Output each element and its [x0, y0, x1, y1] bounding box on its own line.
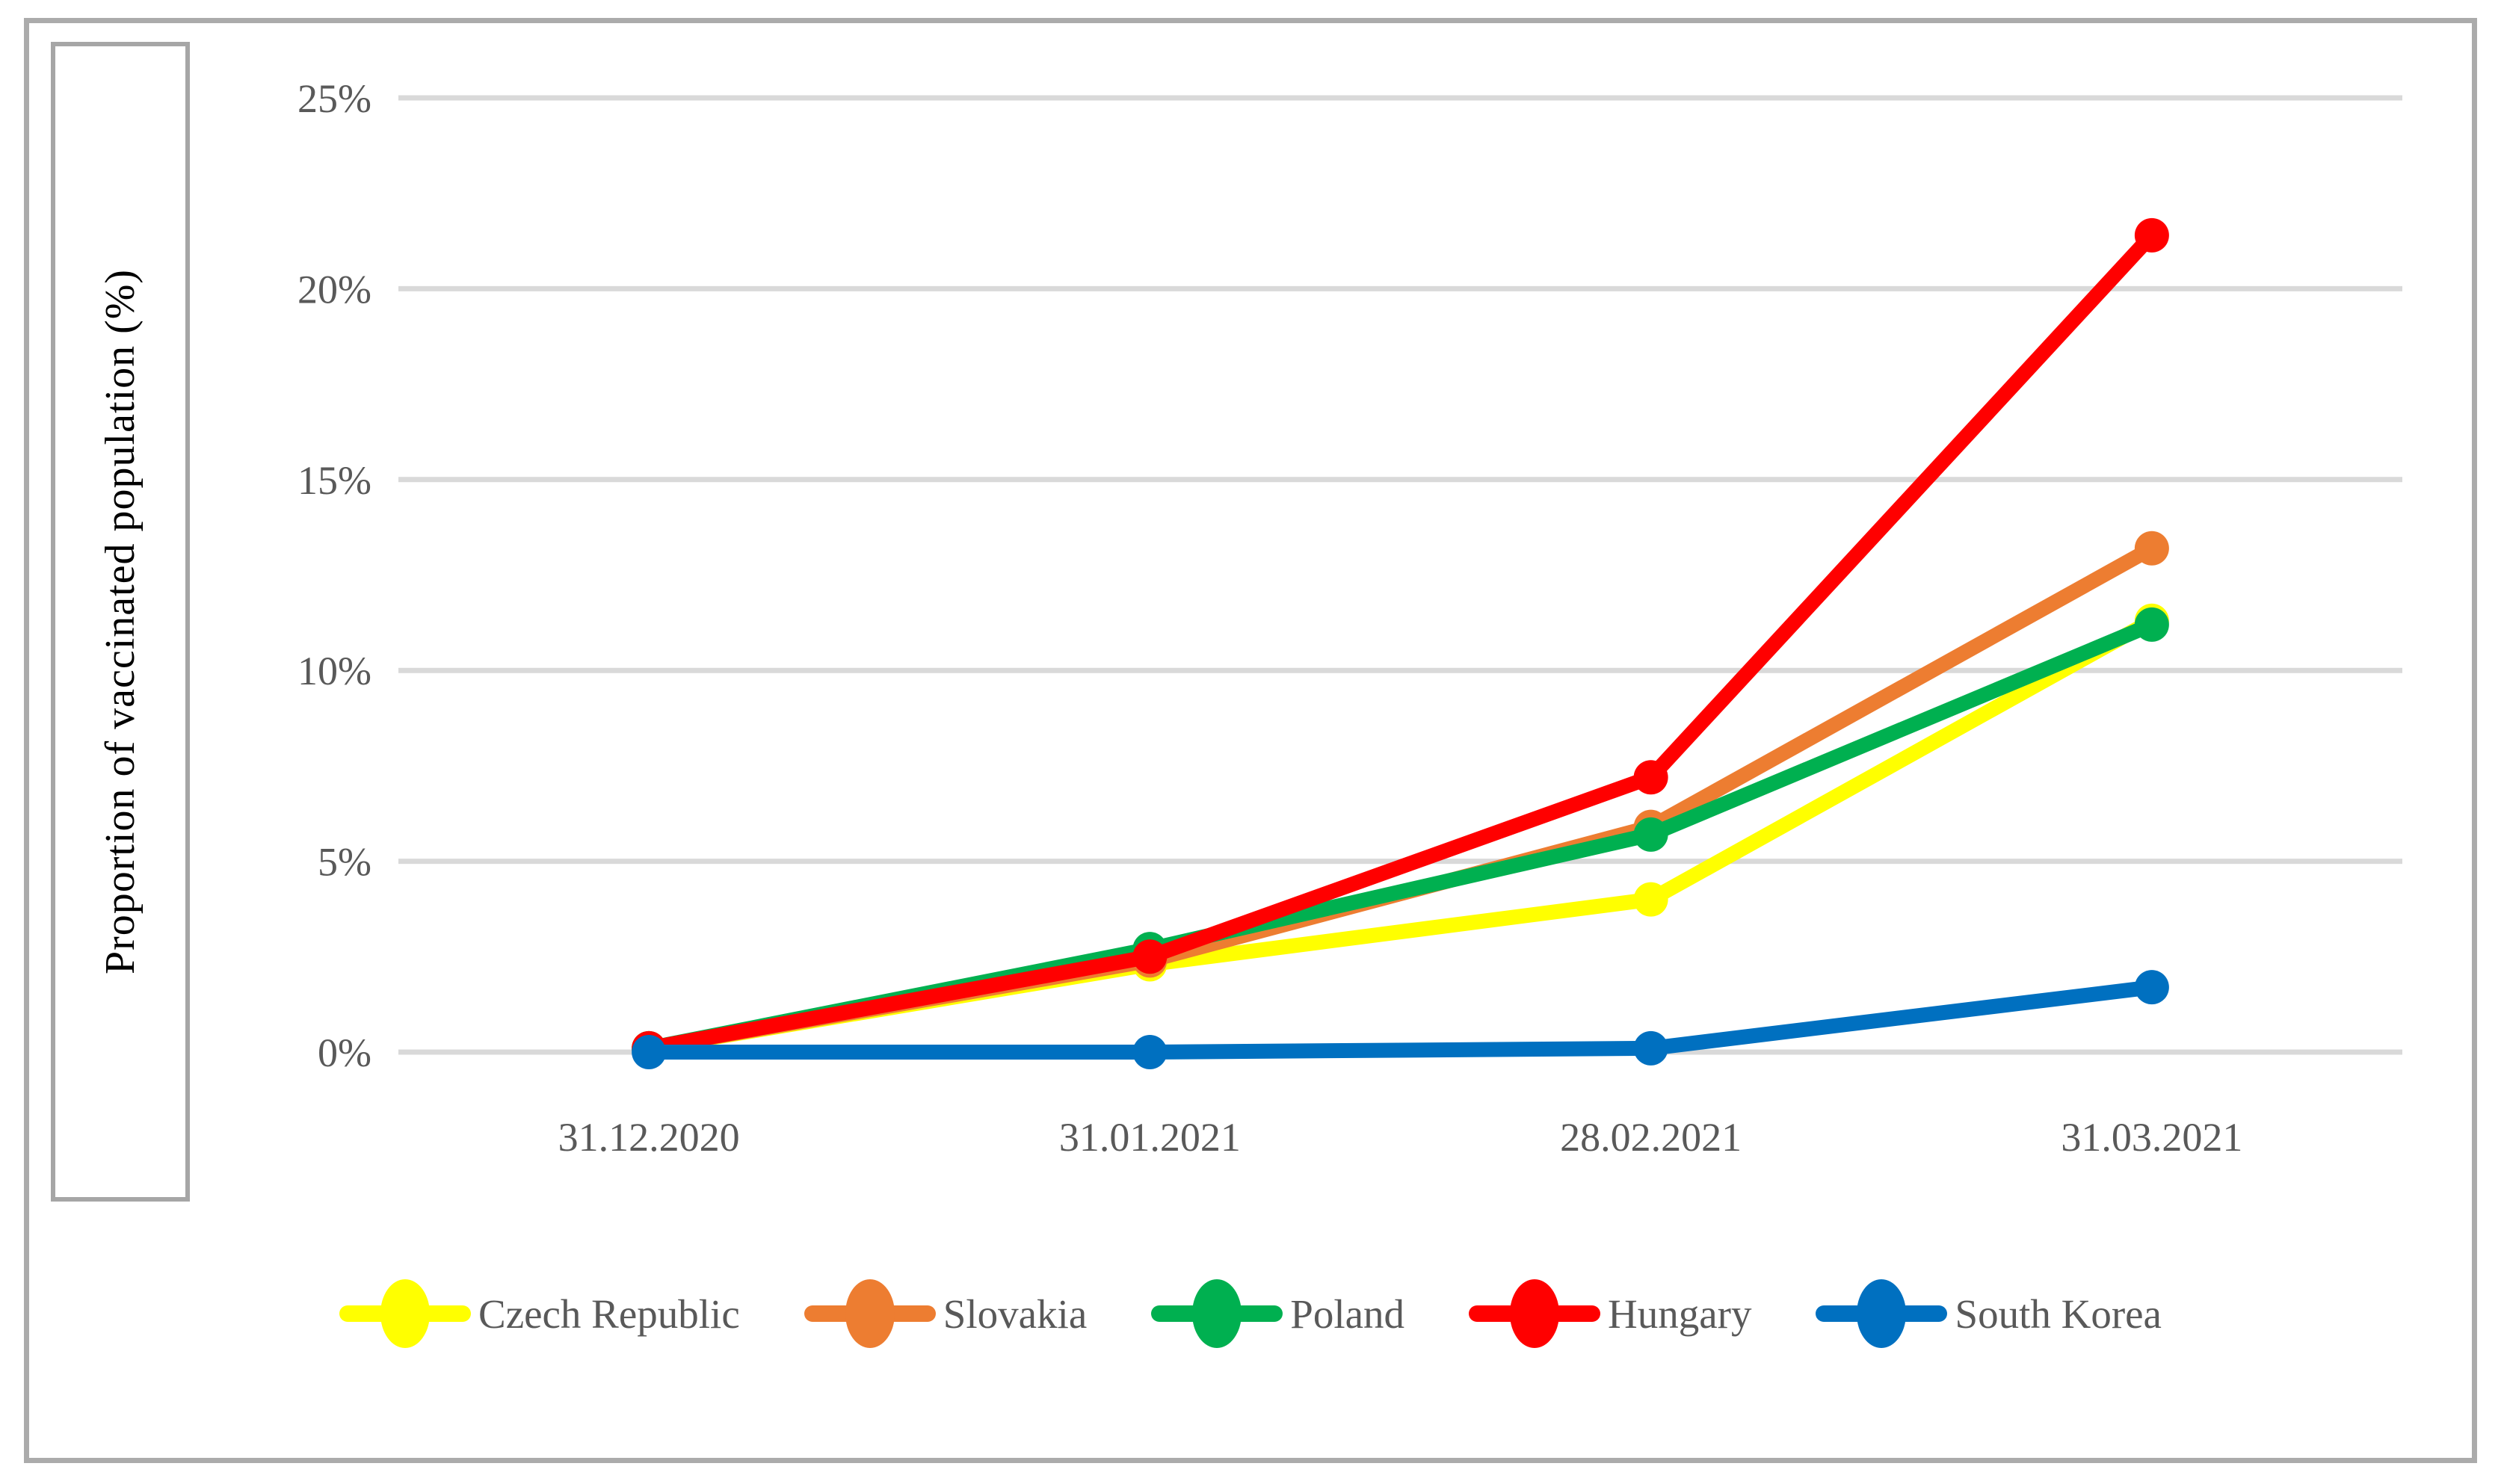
data-point-south-korea-2 [1633, 1030, 1668, 1066]
legend-item-slovakia: Slovakia [804, 1276, 1087, 1351]
figure-border [24, 18, 2477, 1463]
legend-label: South Korea [1955, 1290, 2162, 1337]
legend-item-south-korea: South Korea [1816, 1276, 2162, 1351]
data-point-slovakia-3 [2134, 531, 2169, 566]
data-point-south-korea-0 [632, 1035, 667, 1069]
series-line-czech-republic [641, 613, 2159, 1056]
legend-item-hungary: Hungary [1469, 1276, 1751, 1351]
data-point-hungary-3 [2134, 217, 2169, 253]
y-tick-label: 20% [297, 267, 371, 312]
y-tick-label: 15% [297, 458, 371, 503]
data-point-czech-republic-2 [1633, 882, 1668, 917]
data-point-south-korea-3 [2134, 970, 2169, 1005]
legend-marker-icon [804, 1276, 936, 1351]
y-tick-label: 10% [297, 649, 371, 693]
y-tick-label: 0% [318, 1030, 371, 1075]
legend-marker-icon [1816, 1276, 1948, 1351]
series-line-poland [641, 616, 2159, 1056]
legend-item-czech-republic: Czech Republic [339, 1276, 740, 1351]
data-point-hungary-2 [1633, 760, 1668, 795]
series-line-south-korea [641, 980, 2159, 1060]
legend-item-poland: Poland [1151, 1276, 1404, 1351]
x-tick-label: 31.12.2020 [558, 1115, 740, 1160]
data-point-poland-3 [2134, 607, 2169, 642]
x-tick-label: 31.03.2021 [2061, 1115, 2242, 1160]
legend-marker-icon [1151, 1276, 1283, 1351]
legend-label: Slovakia [943, 1290, 1088, 1337]
series-line-slovakia [641, 540, 2159, 1056]
chart-legend: Czech Republic Slovakia Poland Hungary South… [0, 1261, 2501, 1366]
series-line-hungary [641, 227, 2159, 1056]
data-point-poland-2 [1633, 817, 1668, 852]
y-axis-title-box: Proportion of vaccinated population (%) [51, 42, 190, 1202]
legend-label: Czech Republic [478, 1290, 740, 1337]
y-tick-label: 25% [297, 76, 371, 121]
legend-marker-icon [1469, 1276, 1601, 1351]
data-point-south-korea-1 [1132, 1035, 1168, 1069]
legend-label: Poland [1290, 1290, 1405, 1337]
y-tick-label: 5% [318, 840, 371, 885]
legend-label: Hungary [1608, 1290, 1752, 1337]
legend-marker-icon [339, 1276, 472, 1351]
data-point-hungary-1 [1132, 939, 1168, 974]
x-tick-label: 31.01.2021 [1059, 1115, 1241, 1160]
x-tick-label: 28.02.2021 [1560, 1115, 1742, 1160]
